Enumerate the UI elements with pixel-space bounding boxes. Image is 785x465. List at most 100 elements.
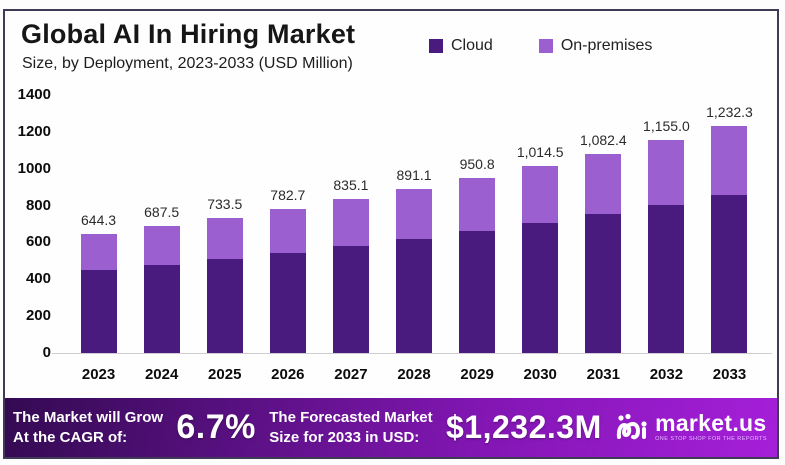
bar-column-2031: 1,082.4 (572, 95, 635, 353)
y-tick-label: 400 (25, 270, 51, 288)
onpremises-swatch-icon (538, 39, 553, 53)
bar-stack-2033 (711, 125, 748, 353)
bar-value-label-2031: 1,082.4 (579, 131, 627, 148)
legend-label-onpremises: On-premises (560, 37, 653, 54)
bar-value-label-2024: 687.5 (144, 204, 180, 221)
bar-column-2027: 835.1 (319, 95, 382, 353)
bar-segment-cloud-2032 (648, 204, 685, 353)
banner-left-text: The Market will Grow At the CAGR of: (13, 408, 163, 447)
banner-left-line2: At the CAGR of: (13, 428, 128, 446)
y-tick-label: 1400 (17, 86, 51, 103)
page-subtitle: Size, by Deployment, 2023-2033 (USD Mill… (22, 55, 353, 72)
bar-stack-2030 (522, 166, 559, 353)
bar-segment-cloud-2031 (585, 214, 622, 353)
bar-segment-onpremises-2033 (711, 125, 748, 196)
y-tick-label: 1000 (17, 159, 51, 177)
bar-value-label-2033: 1,232.3 (706, 103, 753, 120)
y-tick-label: 800 (25, 196, 51, 214)
bar-segment-onpremises-2023 (80, 234, 117, 271)
banner-right-line1: The Forecasted Market (269, 409, 433, 426)
brand-logo: market.us ONE STOP SHOP FOR THE REPORTS (615, 412, 767, 443)
y-tick-label: 1200 (17, 122, 51, 140)
bar-segment-onpremises-2025 (206, 217, 243, 260)
brand-tagline: ONE STOP SHOP FOR THE REPORTS (655, 436, 767, 443)
forecast-value: $1,232.3M (446, 409, 602, 445)
bar-column-2024: 687.5 (130, 95, 193, 353)
banner-right-text: The Forecasted Market Size for 2033 in U… (269, 408, 432, 447)
bottom-banner: The Market will Grow At the CAGR of: 6.7… (5, 398, 777, 457)
bar-stack-2032 (648, 140, 685, 353)
bar-segment-cloud-2028 (396, 238, 433, 353)
x-tick-label-2024: 2024 (144, 366, 179, 383)
cloud-swatch-icon (429, 39, 443, 53)
cagr-value: 6.7% (176, 408, 256, 446)
legend-item-cloud: Cloud (429, 37, 493, 55)
infographic-frame: Global AI In Hiring Market Size, by Depl… (3, 9, 779, 459)
x-tick-label-2030: 2030 (523, 366, 557, 383)
bar-value-label-2026: 782.7 (270, 186, 306, 203)
bar-column-2026: 782.7 (256, 95, 319, 353)
bar-stack-2029 (459, 177, 496, 353)
x-axis-labels: 2023 2024 2025 2026 2027 2028 2029 2030 2031 2032… (67, 366, 761, 383)
bar-segment-onpremises-2032 (648, 140, 685, 205)
x-tick-label-2027: 2027 (334, 366, 368, 383)
bar-segment-onpremises-2027 (332, 199, 369, 246)
x-axis-baseline (52, 353, 772, 354)
bar-column-2030: 1,014.5 (509, 95, 572, 353)
legend-item-onpremises: On-premises (538, 37, 653, 55)
y-tick-label: 600 (25, 233, 51, 251)
page-title: Global AI In Hiring Market (21, 19, 356, 49)
legend-label-cloud: Cloud (451, 37, 493, 54)
bar-value-label-2028: 891.1 (396, 166, 432, 183)
y-tick-label: 0 (42, 344, 51, 361)
bar-column-2033: 1,232.3 (698, 95, 761, 353)
bar-segment-cloud-2033 (711, 195, 748, 353)
bars-area: 644.3 687.5 733.5 782.7 835.1 891.1 950.8 1,014… (67, 95, 761, 353)
market-us-logo-icon (616, 413, 647, 439)
bar-value-label-2027: 835.1 (333, 177, 369, 194)
bar-segment-onpremises-2030 (522, 166, 559, 224)
bar-stack-2024 (143, 226, 180, 353)
x-tick-label-2028: 2028 (397, 366, 431, 383)
chart-legend: Cloud On-premises (429, 37, 652, 55)
brand-text: market.us ONE STOP SHOP FOR THE REPORTS (655, 412, 767, 443)
bar-segment-cloud-2029 (459, 230, 496, 353)
bar-column-2032: 1,155.0 (635, 95, 698, 353)
x-tick-label-2033: 2033 (712, 366, 747, 383)
banner-right-line2: Size for 2033 in USD: (269, 428, 420, 446)
bar-column-2028: 891.1 (382, 95, 445, 353)
y-tick-label: 200 (25, 307, 51, 325)
bar-segment-cloud-2024 (143, 264, 180, 353)
bar-stack-2023 (80, 234, 117, 353)
bar-stack-2028 (396, 188, 433, 353)
bar-segment-onpremises-2031 (585, 153, 622, 215)
bar-segment-onpremises-2029 (459, 177, 496, 231)
bar-stack-2026 (269, 208, 306, 353)
bar-stack-2031 (585, 153, 622, 353)
stacked-bar-chart: 0 200 400 600 800 1000 1200 1400 644.3 687.5 733.… (5, 86, 777, 361)
bar-segment-onpremises-2028 (396, 188, 433, 239)
bar-value-label-2029: 950.8 (459, 155, 495, 172)
x-tick-label-2031: 2031 (586, 366, 620, 383)
bar-segment-cloud-2023 (80, 270, 117, 353)
banner-left-line1: The Market will Grow (13, 409, 164, 426)
bar-column-2025: 733.5 (193, 95, 256, 353)
bar-segment-cloud-2025 (206, 259, 243, 353)
bar-value-label-2023: 644.3 (81, 212, 117, 229)
bar-value-label-2025: 733.5 (207, 195, 243, 212)
x-tick-label-2032: 2032 (649, 366, 684, 383)
x-tick-label-2029: 2029 (460, 366, 494, 383)
bar-value-label-2032: 1,155.0 (643, 118, 690, 135)
bar-segment-onpremises-2024 (143, 226, 180, 265)
bar-segment-cloud-2030 (522, 223, 559, 353)
x-tick-label-2023: 2023 (81, 366, 116, 383)
bar-stack-2027 (332, 199, 369, 353)
bar-segment-onpremises-2026 (269, 208, 306, 254)
bar-segment-cloud-2026 (269, 253, 306, 353)
x-tick-label-2026: 2026 (271, 366, 305, 383)
bar-column-2023: 644.3 (67, 95, 130, 353)
bar-stack-2025 (206, 217, 243, 353)
bar-column-2029: 950.8 (446, 95, 509, 353)
x-tick-label-2025: 2025 (208, 366, 242, 383)
bar-value-label-2030: 1,014.5 (516, 144, 564, 161)
